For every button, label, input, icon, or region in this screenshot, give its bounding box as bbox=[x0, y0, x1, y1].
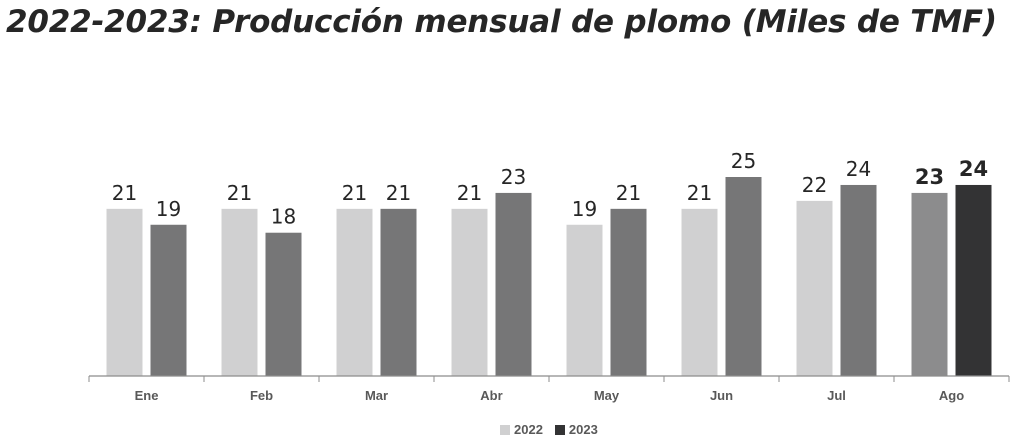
x-tick-label-abr: Abr bbox=[480, 388, 502, 403]
data-label-2022-abr: 21 bbox=[457, 181, 482, 205]
x-tick-label-jun: Jun bbox=[710, 388, 733, 403]
legend-swatch-2023 bbox=[554, 424, 565, 435]
bar-2022-mar bbox=[336, 208, 373, 376]
bar-2022-ago bbox=[911, 192, 948, 376]
bar-2022-ene bbox=[106, 208, 143, 376]
bar-2023-feb bbox=[265, 232, 302, 376]
data-label-2022-mar: 21 bbox=[342, 181, 367, 205]
data-label-2022-jul: 22 bbox=[802, 173, 827, 197]
x-tick-label-mar: Mar bbox=[365, 388, 388, 403]
bar-2023-may bbox=[610, 208, 647, 376]
bar-2023-abr bbox=[495, 192, 532, 376]
data-label-2023-may: 21 bbox=[616, 181, 641, 205]
data-label-2022-feb: 21 bbox=[227, 181, 252, 205]
bar-2022-jun bbox=[681, 208, 718, 376]
chart-legend: 2022 2023 bbox=[500, 422, 610, 437]
bar-2022-feb bbox=[221, 208, 258, 376]
data-label-2022-ago: 23 bbox=[915, 165, 944, 189]
x-tick-label-ene: Ene bbox=[135, 388, 159, 403]
bars-layer bbox=[106, 177, 992, 376]
bar-2023-mar bbox=[380, 208, 417, 376]
data-label-2022-jun: 21 bbox=[687, 181, 712, 205]
value-labels-layer: 21 19 21 18 21 21 21 23 19 21 21 25 22 24 23 24 bbox=[112, 149, 988, 229]
bar-2022-jul bbox=[796, 200, 833, 376]
x-tick-label-may: May bbox=[594, 388, 620, 403]
x-tick-label-feb: Feb bbox=[250, 388, 273, 403]
x-tick-label-ago: Ago bbox=[939, 388, 964, 403]
x-axis-tick-labels: Ene Feb Mar Abr May Jun Jul Ago bbox=[135, 388, 965, 403]
data-label-2022-may: 19 bbox=[572, 197, 597, 221]
bar-2022-may bbox=[566, 224, 603, 376]
bar-2023-ago bbox=[955, 184, 992, 376]
data-label-2023-ene: 19 bbox=[156, 197, 181, 221]
chart-title: 2022-2023: Producción mensual de plomo (… bbox=[6, 4, 997, 40]
data-label-2023-mar: 21 bbox=[386, 181, 411, 205]
data-label-2022-ene: 21 bbox=[112, 181, 137, 205]
data-label-2023-abr: 23 bbox=[501, 165, 526, 189]
data-label-2023-feb: 18 bbox=[271, 205, 296, 229]
legend-label-2023: 2023 bbox=[568, 422, 598, 437]
bar-2022-abr bbox=[451, 208, 488, 376]
legend-item-2022: 2022 bbox=[500, 422, 543, 437]
legend-label-2022: 2022 bbox=[514, 422, 543, 437]
bar-2023-ene bbox=[150, 224, 187, 376]
bar-chart: 21 19 21 18 21 21 21 23 19 21 21 25 22 24 23 24 Ene Feb M… bbox=[88, 149, 1010, 403]
legend-item-2023: 2023 bbox=[554, 422, 598, 437]
data-label-2023-ago: 24 bbox=[959, 157, 988, 181]
data-label-2023-jun: 25 bbox=[731, 149, 756, 173]
bar-2023-jul bbox=[840, 184, 877, 376]
x-axis-ticks bbox=[88, 376, 1010, 382]
x-tick-label-jul: Jul bbox=[827, 388, 846, 403]
bar-2023-jun bbox=[725, 177, 762, 376]
data-label-2023-jul: 24 bbox=[846, 157, 871, 181]
legend-swatch-2022 bbox=[500, 424, 510, 435]
